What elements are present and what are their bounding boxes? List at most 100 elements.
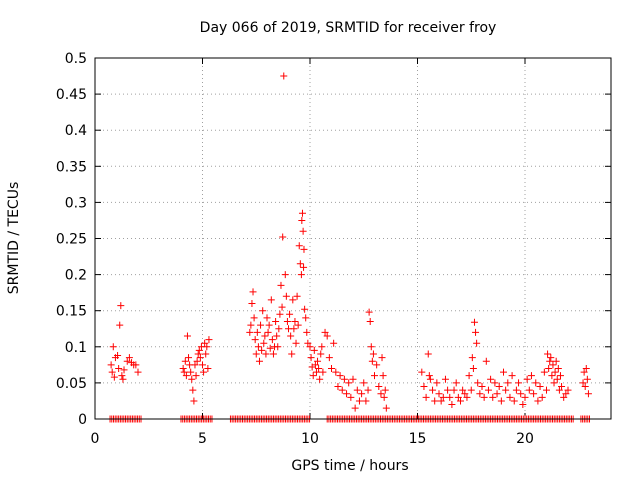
data-point: [296, 260, 304, 268]
data-point: [328, 364, 335, 372]
y-tick-label: 0.2: [65, 268, 87, 284]
data-point: [450, 386, 458, 394]
data-point: [437, 397, 445, 405]
data-point: [330, 339, 338, 347]
data-point: [288, 350, 296, 358]
data-point: [287, 332, 295, 340]
data-point: [562, 390, 570, 398]
data-point: [508, 372, 516, 380]
data-point: [418, 368, 426, 376]
data-point: [360, 379, 368, 387]
data-point: [523, 375, 531, 383]
data-point: [470, 318, 478, 326]
data-point: [294, 321, 302, 329]
data-point: [548, 372, 556, 380]
data-point: [530, 390, 538, 398]
data-point: [116, 321, 124, 329]
data-point: [132, 361, 140, 369]
y-tick-label: 0: [78, 412, 87, 428]
data-point: [454, 393, 462, 401]
data-point: [467, 386, 475, 394]
data-point: [303, 328, 311, 336]
data-point: [261, 332, 269, 340]
data-point: [439, 393, 447, 401]
data-point: [272, 318, 280, 326]
data-point: [319, 368, 327, 376]
data-point: [259, 307, 267, 315]
data-point: [297, 271, 305, 279]
data-point: [504, 379, 512, 387]
data-point: [248, 299, 256, 307]
data-point: [379, 372, 387, 380]
data-point: [202, 350, 210, 358]
data-point: [310, 346, 318, 354]
data-point: [583, 375, 591, 383]
data-point: [525, 386, 533, 394]
data-point: [268, 336, 276, 344]
data-point: [120, 366, 128, 374]
data-point: [484, 386, 492, 394]
data-point: [289, 296, 297, 304]
data-point: [544, 350, 552, 358]
data-point: [364, 386, 372, 394]
data-point: [365, 308, 373, 316]
data-point: [517, 390, 525, 398]
data-point: [325, 354, 333, 362]
data-point: [275, 325, 283, 333]
data-point: [478, 383, 486, 391]
data-point: [257, 321, 265, 329]
data-point: [292, 339, 300, 347]
data-point: [180, 368, 188, 376]
data-point: [109, 343, 117, 351]
plot-frame: [94, 57, 612, 420]
data-point: [185, 354, 193, 362]
data-point: [291, 318, 299, 326]
data-point: [366, 318, 374, 326]
data-point: [433, 379, 441, 387]
data-point: [267, 296, 275, 304]
data-point: [536, 383, 544, 391]
data-point: [473, 339, 481, 347]
x-tick-label: 5: [198, 431, 207, 447]
data-point: [534, 397, 542, 405]
data-point: [468, 354, 476, 362]
data-point: [487, 375, 495, 383]
data-point: [205, 336, 213, 344]
data-point: [290, 325, 298, 333]
data-point: [253, 328, 261, 336]
data-point: [123, 357, 131, 365]
data-point: [191, 361, 199, 369]
data-point: [304, 339, 312, 347]
data-point: [543, 386, 550, 394]
y-tick-label: 0.4: [65, 123, 87, 139]
data-point: [435, 390, 443, 398]
data-point: [377, 390, 385, 398]
data-point: [512, 386, 520, 394]
data-point: [495, 383, 503, 391]
data-point: [134, 368, 142, 376]
data-point: [298, 209, 306, 217]
data-point: [461, 390, 469, 398]
x-tick-label: 20: [516, 431, 534, 447]
data-point: [515, 379, 523, 387]
data-point: [309, 372, 317, 380]
data-point: [334, 383, 342, 391]
data-point: [351, 404, 359, 412]
chart-title: Day 066 of 2019, SRMTID for receiver fro…: [200, 20, 497, 36]
data-point: [545, 364, 553, 372]
data-point: [188, 375, 196, 383]
data-point: [584, 390, 592, 398]
data-point: [431, 397, 439, 405]
y-tick-label: 0.05: [56, 376, 87, 392]
data-point: [293, 292, 301, 300]
data-point: [280, 72, 288, 80]
data-point: [273, 332, 281, 340]
data-point: [201, 339, 209, 347]
data-point: [497, 397, 505, 405]
data-point: [553, 375, 561, 383]
data-point: [117, 302, 125, 310]
y-tick-label: 0.1: [65, 340, 87, 356]
data-point: [278, 303, 286, 311]
data-point: [274, 343, 282, 351]
data-point: [203, 343, 211, 351]
